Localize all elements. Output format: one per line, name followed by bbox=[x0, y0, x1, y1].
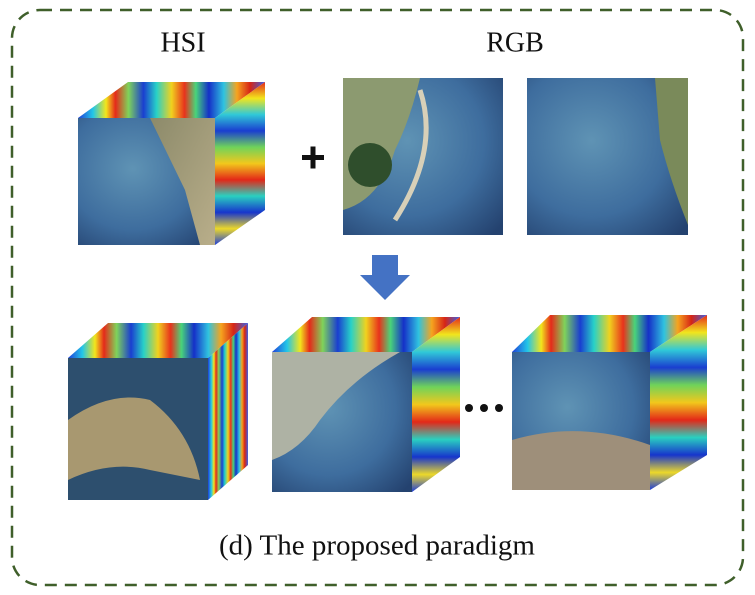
hsi-cube bbox=[68, 323, 248, 500]
hsi-cube bbox=[78, 82, 265, 245]
hsi-cube bbox=[512, 315, 707, 490]
plus-sign bbox=[302, 147, 324, 169]
hsi-label: HSI bbox=[160, 27, 205, 58]
hsi-cube bbox=[272, 317, 460, 492]
ellipsis bbox=[465, 404, 503, 412]
caption: (d) The proposed paradigm bbox=[219, 530, 535, 562]
rgb-label: RGB bbox=[486, 27, 544, 58]
rgb-image bbox=[527, 78, 688, 235]
diagram: HSI RGB bbox=[0, 0, 755, 595]
arrow-down bbox=[360, 255, 410, 300]
rgb-image bbox=[343, 78, 503, 235]
